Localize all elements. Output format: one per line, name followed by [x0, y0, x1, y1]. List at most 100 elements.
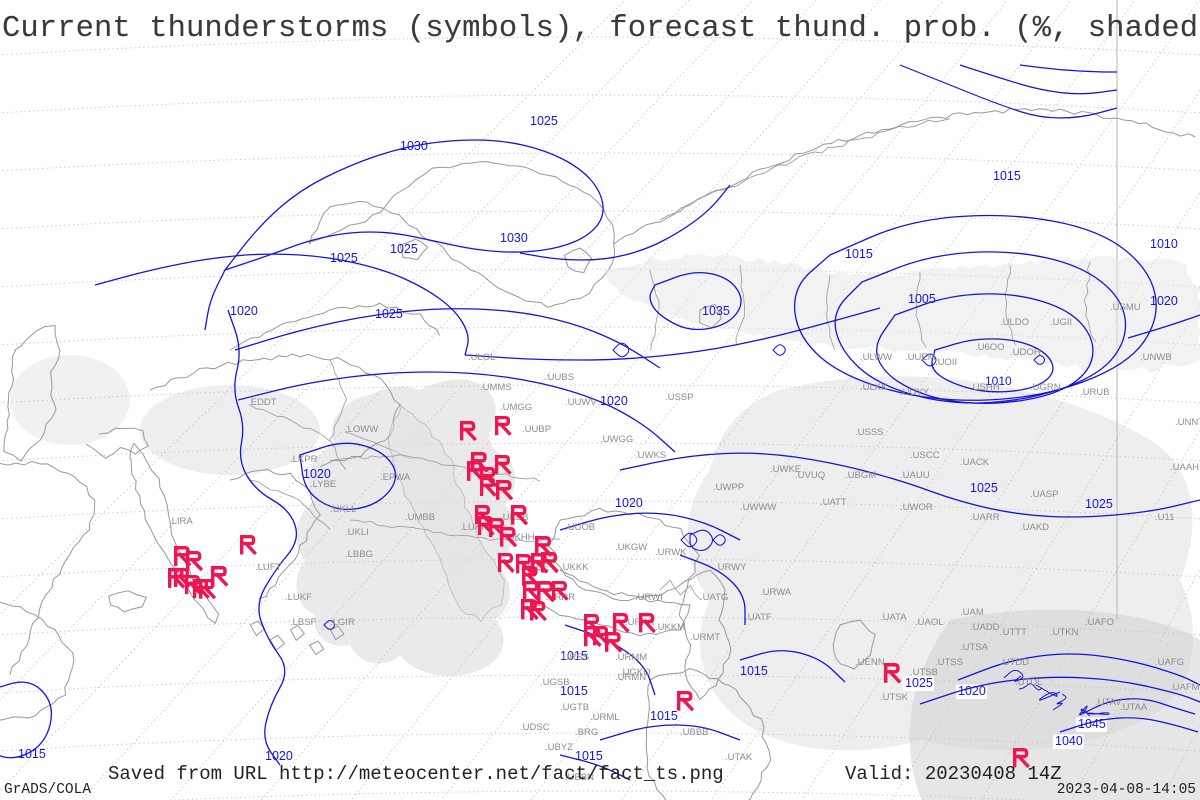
- svg-text:.UTDD: .UTDD: [1000, 657, 1029, 668]
- svg-text:.UADD: .UADD: [970, 622, 1000, 633]
- svg-text:.UOII: .UOII: [935, 357, 957, 368]
- svg-text:.UTSA: .UTSA: [960, 642, 989, 653]
- svg-text:.EDDT: .EDDT: [248, 397, 277, 408]
- svg-text:1045: 1045: [1078, 717, 1106, 731]
- svg-text:1005: 1005: [908, 292, 936, 306]
- svg-text:.URWI: .URWI: [635, 592, 663, 603]
- svg-text:1015: 1015: [650, 709, 678, 723]
- svg-text:1015: 1015: [993, 169, 1021, 183]
- svg-text:.UAFG: .UAFG: [1155, 657, 1184, 668]
- svg-text:1035: 1035: [702, 304, 730, 318]
- svg-text:.EPWA: .EPWA: [380, 472, 411, 483]
- svg-text:.UTDL: .UTDL: [1015, 677, 1042, 688]
- svg-text:.UAAH: .UAAH: [1170, 462, 1199, 473]
- svg-text:.UUWV: .UUWV: [565, 397, 597, 408]
- svg-text:.U11: .U11: [1155, 512, 1174, 523]
- svg-text:1010: 1010: [1150, 237, 1178, 251]
- svg-text:.UNNT: .UNNT: [1175, 417, 1200, 428]
- svg-text:.UMBB: .UMBB: [405, 512, 435, 523]
- svg-text:.UTSS: .UTSS: [935, 657, 963, 668]
- svg-text:1015: 1015: [575, 749, 603, 763]
- svg-text:.URWK: .URWK: [655, 547, 687, 558]
- svg-text:.BRG: .BRG: [575, 727, 598, 738]
- svg-text:.UACK: .UACK: [960, 457, 990, 468]
- svg-text:.UBYZ: .UBYZ: [545, 742, 573, 753]
- svg-text:.U6OO: .U6OO: [975, 342, 1005, 353]
- svg-text:.URMM: .URMM: [615, 652, 647, 663]
- svg-text:.UVUQ: .UVUQ: [795, 470, 825, 481]
- svg-text:1025: 1025: [330, 251, 358, 265]
- svg-text:.UWGG: .UWGG: [600, 434, 633, 445]
- svg-text:.URWA: .URWA: [760, 587, 792, 598]
- svg-text:.USMU: .USMU: [1110, 302, 1141, 313]
- svg-text:.UUEM: .UUEM: [905, 352, 936, 363]
- svg-text:1025: 1025: [1085, 497, 1113, 511]
- svg-text:1025: 1025: [905, 676, 933, 690]
- svg-text:.UARR: .UARR: [970, 512, 1000, 523]
- svg-text:.UATT: .UATT: [820, 497, 847, 508]
- svg-text:.UWWW: .UWWW: [740, 502, 776, 513]
- svg-text:.ULKK: .ULKK: [860, 382, 888, 393]
- svg-text:.UKKM: .UKKM: [655, 622, 685, 633]
- svg-text:.UASP: .UASP: [1030, 489, 1059, 500]
- svg-text:.LOWW: .LOWW: [345, 424, 378, 435]
- svg-text:.LYBE: .LYBE: [310, 479, 336, 490]
- svg-text:1015: 1015: [18, 747, 46, 761]
- svg-text:.USHH: .USHH: [970, 382, 1000, 393]
- svg-text:1020: 1020: [265, 749, 293, 763]
- svg-text:.UMGG: .UMGG: [500, 402, 532, 413]
- svg-text:1030: 1030: [400, 139, 428, 153]
- svg-text:.USCC: .USCC: [910, 450, 940, 461]
- svg-text:.LKPR: .LKPR: [290, 454, 318, 465]
- svg-text:.UGII: .UGII: [1050, 317, 1072, 328]
- svg-text:.UTSB: .UTSB: [910, 667, 938, 678]
- svg-text:.UWPP: .UWPP: [713, 482, 744, 493]
- svg-text:.UKKK: .UKKK: [560, 562, 589, 573]
- svg-text:.UGRN: .UGRN: [1030, 382, 1061, 393]
- svg-text:.URUB: .URUB: [1080, 387, 1110, 398]
- svg-text:1020: 1020: [958, 684, 986, 698]
- svg-text:.ULDO: .ULDO: [1000, 317, 1029, 328]
- svg-text:.USSS: .USSS: [855, 427, 884, 438]
- svg-text:.UUOB: .UUOB: [565, 522, 595, 533]
- svg-text:.UTTT: .UTTT: [1000, 627, 1027, 638]
- svg-text:.UTKN: .UTKN: [1050, 627, 1079, 638]
- svg-text:.UAM: .UAM: [960, 607, 984, 618]
- svg-text:1020: 1020: [600, 394, 628, 408]
- svg-text:.UGSB: .UGSB: [540, 677, 570, 688]
- svg-text:.UTAK: .UTAK: [725, 752, 753, 763]
- svg-text:.URWY: .URWY: [715, 562, 747, 573]
- svg-text:.UUBS: .UUBS: [545, 372, 574, 383]
- svg-text:.UGTB: .UGTB: [560, 702, 589, 713]
- svg-text:.UTAA: .UTAA: [1120, 702, 1148, 713]
- svg-text:.UBBB: .UBBB: [680, 727, 709, 738]
- svg-text:.UNWB: .UNWB: [1140, 352, 1172, 363]
- svg-text:.UWOR: .UWOR: [900, 502, 933, 513]
- svg-text:.UDOH: .UDOH: [1010, 347, 1041, 358]
- svg-text:.URML: .URML: [590, 712, 620, 723]
- svg-text:.LGIR: .LGIR: [330, 617, 355, 628]
- svg-text:.UAFO: .UAFO: [1085, 617, 1114, 628]
- svg-text:.UUBP: .UUBP: [522, 424, 551, 435]
- svg-text:.ULWW: .ULWW: [860, 352, 892, 363]
- svg-text:1025: 1025: [375, 307, 403, 321]
- svg-text:.LBSF: .LBSF: [290, 617, 317, 628]
- svg-text:1015: 1015: [740, 664, 768, 678]
- svg-text:1020: 1020: [230, 304, 258, 318]
- svg-text:1015: 1015: [845, 247, 873, 261]
- svg-text:1025: 1025: [530, 114, 558, 128]
- svg-text:.LUFT: .LUFT: [255, 562, 282, 573]
- svg-text:.LIRA: .LIRA: [169, 516, 193, 527]
- svg-text:.UAUU: .UAUU: [900, 470, 930, 481]
- svg-text:1025: 1025: [970, 481, 998, 495]
- svg-text:1025: 1025: [390, 242, 418, 256]
- svg-text:1030: 1030: [500, 231, 528, 245]
- svg-text:.UWKS: .UWKS: [635, 450, 666, 461]
- svg-text:.UKLI: .UKLI: [345, 527, 369, 538]
- svg-text:1020: 1020: [615, 496, 643, 510]
- svg-text:.UBGM: .UBGM: [845, 470, 876, 481]
- svg-text:.UMMS: .UMMS: [480, 382, 512, 393]
- svg-text:.UDSC: .UDSC: [520, 722, 550, 733]
- svg-text:.UAKD: .UAKD: [1020, 522, 1049, 533]
- svg-text:.URSS: .URSS: [560, 652, 589, 663]
